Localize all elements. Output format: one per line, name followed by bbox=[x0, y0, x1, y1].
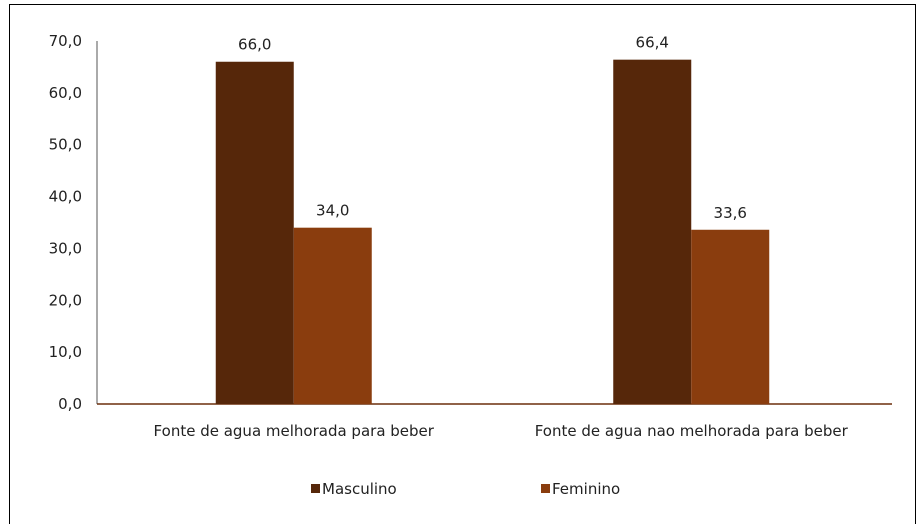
y-tick-label: 0,0 bbox=[58, 395, 82, 413]
y-tick-label: 60,0 bbox=[49, 84, 82, 102]
data-label-masculino-2: 66,4 bbox=[636, 34, 669, 52]
data-label-feminino-2: 33,6 bbox=[714, 204, 747, 222]
data-label-feminino-1: 34,0 bbox=[316, 202, 349, 220]
legend: Masculino Feminino bbox=[311, 480, 620, 498]
y-tick-label: 10,0 bbox=[49, 343, 82, 361]
bar-masculino-1 bbox=[215, 61, 294, 404]
chart-frame bbox=[9, 4, 916, 524]
legend-swatch-masculino bbox=[311, 484, 320, 493]
bar-feminino-2 bbox=[691, 229, 770, 404]
legend-label-feminino: Feminino bbox=[552, 480, 620, 498]
bar-feminino-1 bbox=[293, 227, 372, 404]
bar-chart: 0,0 10,0 20,0 30,0 40,0 50,0 60,0 70,0 66,0 34,0… bbox=[49, 32, 892, 498]
y-tick-label: 40,0 bbox=[49, 188, 82, 206]
legend-label-masculino: Masculino bbox=[322, 480, 397, 498]
data-label-masculino-1: 66,0 bbox=[238, 36, 271, 54]
y-tick-label: 70,0 bbox=[49, 32, 82, 50]
y-axis-ticks: 0,0 10,0 20,0 30,0 40,0 50,0 60,0 70,0 bbox=[49, 32, 82, 413]
y-tick-label: 20,0 bbox=[49, 291, 82, 309]
category-labels-group: Fonte de agua melhorada para beber Fonte … bbox=[154, 422, 849, 440]
y-tick-label: 30,0 bbox=[49, 239, 82, 257]
bar-masculino-2 bbox=[613, 59, 692, 404]
category-label-2: Fonte de agua nao melhorada para beber bbox=[535, 422, 849, 440]
data-labels-group: 66,0 34,0 66,4 33,6 bbox=[238, 34, 747, 222]
legend-swatch-feminino bbox=[541, 484, 550, 493]
category-label-1: Fonte de agua melhorada para beber bbox=[154, 422, 435, 440]
y-tick-label: 50,0 bbox=[49, 136, 82, 154]
bars-group bbox=[215, 59, 770, 404]
